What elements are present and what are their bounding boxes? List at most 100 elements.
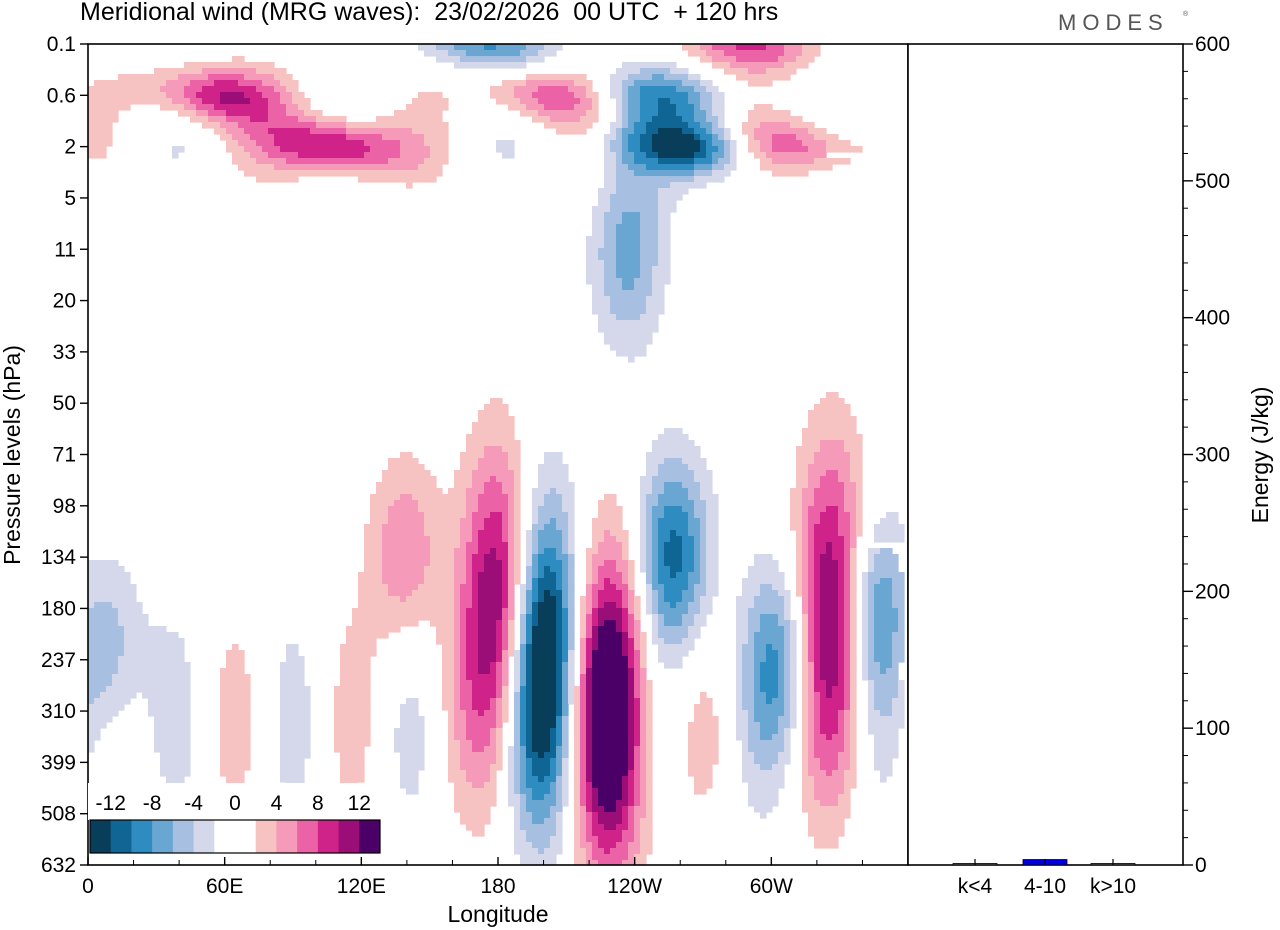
heatmap-cell	[664, 662, 683, 669]
heatmap-cell	[838, 566, 845, 573]
heatmap-cell	[538, 572, 545, 579]
heatmap-cell	[514, 494, 521, 501]
heatmap-cell	[340, 650, 377, 657]
heatmap-cell	[892, 602, 905, 609]
heatmap-cell	[610, 122, 623, 129]
heatmap-cell	[814, 584, 821, 591]
heatmap-cell	[100, 692, 137, 699]
heatmap-cell	[856, 524, 863, 531]
heatmap-cell	[652, 608, 659, 615]
heatmap-cell	[814, 704, 821, 711]
heatmap-cell	[664, 542, 683, 549]
heatmap-cell	[826, 680, 839, 687]
heatmap-cell	[466, 440, 521, 447]
heatmap-cell	[820, 644, 839, 651]
heatmap-cell	[664, 614, 683, 621]
heatmap-cell	[586, 92, 599, 99]
heatmap-cell	[640, 272, 653, 279]
heatmap-cell	[862, 650, 869, 657]
heatmap-cell	[646, 752, 653, 759]
heatmap-cell	[802, 698, 809, 705]
heatmap-cell	[790, 638, 797, 645]
heatmap-cell	[454, 602, 461, 609]
heatmap-cell	[544, 104, 575, 111]
heatmap-cell	[532, 92, 575, 99]
heatmap-cell	[634, 650, 641, 657]
heatmap-cell	[754, 656, 767, 663]
heatmap-cell	[790, 494, 803, 501]
heatmap-cell	[646, 566, 653, 573]
heatmap-cell	[754, 668, 761, 675]
heatmap-cell	[418, 506, 467, 513]
heatmap-cell	[850, 740, 857, 747]
heatmap-cell	[514, 668, 521, 675]
heatmap-cell	[220, 728, 251, 735]
heatmap-cell	[574, 728, 581, 735]
heatmap-cell	[190, 80, 215, 87]
heatmap-cell	[334, 692, 371, 699]
heatmap-cell	[880, 662, 893, 669]
heatmap-cell	[658, 230, 671, 237]
heatmap-cell	[466, 554, 473, 561]
heatmap-cell	[754, 662, 761, 669]
heatmap-cell	[502, 446, 521, 453]
heatmap-cell	[256, 68, 287, 75]
heatmap-cell	[520, 794, 527, 801]
heatmap-cell	[184, 86, 203, 93]
colorbar-swatch	[255, 820, 277, 853]
heatmap-cell	[700, 518, 707, 525]
heatmap-cell	[352, 608, 455, 615]
heatmap-cell	[520, 824, 557, 831]
heatmap-cell	[586, 692, 593, 699]
heatmap-cell	[382, 524, 425, 531]
heatmap-cell	[592, 740, 629, 747]
energy-panel-frame	[907, 43, 1184, 866]
heatmap-cell	[802, 434, 863, 441]
heatmap-cell	[586, 758, 593, 765]
heatmap-cell	[586, 644, 593, 651]
heatmap-cell	[424, 158, 449, 165]
heatmap-cell	[526, 764, 533, 771]
heatmap-cell	[844, 446, 863, 453]
heatmap-cell	[796, 464, 809, 471]
energy-category-label: k>10	[1090, 875, 1136, 898]
heatmap-cell	[364, 554, 383, 561]
x-tick-label: 60W	[750, 875, 793, 898]
heatmap-cell	[748, 788, 779, 795]
heatmap-cell	[532, 614, 539, 621]
heatmap-cell	[760, 662, 779, 669]
heatmap-cell	[226, 116, 251, 123]
heatmap-cell	[466, 488, 485, 495]
heatmap-cell	[814, 842, 839, 849]
heatmap-cell	[292, 92, 305, 99]
heatmap-cell	[586, 860, 599, 865]
heatmap-cell	[502, 512, 509, 519]
heatmap-cell	[646, 572, 653, 579]
heatmap-cell	[598, 578, 605, 585]
heatmap-cell	[532, 788, 551, 795]
heatmap-cell	[460, 602, 473, 609]
heatmap-cell	[838, 512, 851, 519]
heatmap-cell	[700, 44, 713, 51]
heatmap-cell	[598, 200, 611, 207]
heatmap-cell	[652, 596, 659, 603]
heatmap-cell	[850, 662, 857, 669]
heatmap-cell	[526, 710, 533, 717]
heatmap-cell	[556, 704, 563, 711]
heatmap-cell	[508, 638, 515, 645]
heatmap-cell	[478, 458, 509, 465]
heatmap-cell	[532, 524, 545, 531]
heatmap-cell	[814, 620, 821, 627]
heatmap-cell	[646, 554, 653, 561]
heatmap-cell	[736, 692, 743, 699]
heatmap-cell	[628, 854, 635, 861]
heatmap-cell	[472, 590, 479, 597]
heatmap-cell	[832, 554, 845, 561]
heatmap-cell	[496, 644, 503, 651]
heatmap-cell	[568, 536, 575, 543]
heatmap-cell	[814, 752, 839, 759]
heatmap-cell	[874, 524, 905, 531]
heatmap-cell	[634, 818, 641, 825]
heatmap-cell	[640, 836, 653, 843]
heatmap-cell	[862, 584, 869, 591]
